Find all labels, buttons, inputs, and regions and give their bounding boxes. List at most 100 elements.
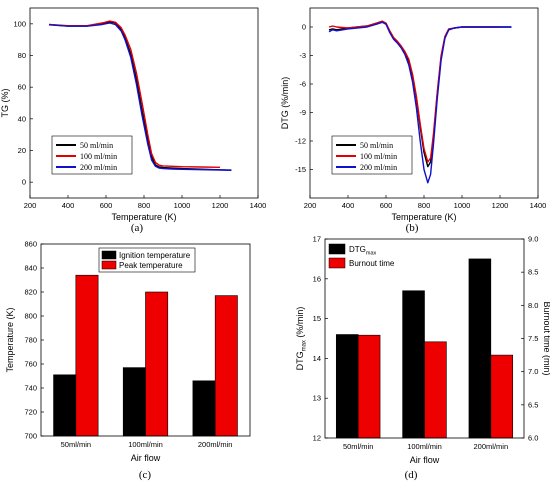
bar: [192, 380, 216, 437]
x-axis-label: Air flow: [131, 453, 161, 463]
legend-label-base: DTG: [349, 245, 366, 254]
legend-swatch: [101, 260, 117, 270]
bar: [490, 354, 514, 439]
panel-a: 200 400 600 800 1000 1200 1400 0 20 40 60 80 100 Temp…: [0, 19, 266, 234]
x-tick-label: 1000: [454, 201, 471, 210]
x-axis-label: Temperature (K): [111, 212, 176, 222]
bar: [424, 341, 447, 439]
legend-label: 100 ml/min: [360, 152, 397, 161]
legend-label: 50 ml/min: [360, 141, 393, 150]
y-tick-label: 0: [22, 178, 26, 187]
y-right-tick-label: 7.5: [528, 334, 538, 343]
series-line: [48, 20, 221, 168]
x-tick-label: 50ml/min: [61, 440, 91, 449]
y-tick-label: 860: [24, 240, 37, 249]
bar: [53, 374, 77, 437]
bar: [75, 274, 99, 437]
y-right-tick-label: 6.0: [528, 434, 538, 443]
x-tick-label: 400: [342, 201, 355, 210]
y-tick-label: -9: [299, 108, 306, 117]
y-tick-label: 20: [18, 146, 26, 155]
legend-label: DTGmax: [349, 245, 377, 257]
y-right-tick-label: 7.0: [528, 367, 538, 376]
y-axis-label: DTGmax (%/min): [295, 307, 308, 371]
y-tick-label: 720: [24, 408, 37, 417]
legend-swatch: [328, 243, 346, 255]
bar: [357, 334, 381, 439]
x-tick-label: 200ml/min: [198, 440, 233, 449]
y-right-tick-label: 6.5: [528, 400, 538, 409]
series-line: [48, 22, 232, 171]
x-tick-label: 200: [24, 201, 37, 210]
y-tick-label: 100: [13, 19, 26, 28]
y-axis-label: DTG (%/min): [280, 77, 290, 130]
y-right-axis-label: Burnout time (min): [542, 301, 550, 375]
y-tick-label: 17: [313, 235, 321, 244]
x-tick-label: 600: [380, 201, 393, 210]
plot-frame-a: [29, 7, 259, 199]
series-line: [48, 21, 232, 171]
bar: [214, 295, 238, 437]
x-tick-label: 50ml/min: [343, 442, 373, 451]
panel-label: (b): [406, 222, 419, 234]
x-tick-label: 400: [62, 201, 75, 210]
legend-label: 200 ml/min: [360, 163, 397, 172]
y-tick-label: 820: [24, 288, 37, 297]
panel-c: 700 720 740 760 780 800 820 840 860 50ml/min 100ml…: [5, 240, 238, 481]
y-right-tick-label: 9.0: [528, 235, 538, 244]
y-tick-label: -12: [295, 137, 306, 146]
y-tick-label: 840: [24, 264, 37, 273]
y-tick-label: 40: [18, 114, 26, 123]
x-tick-label: 1400: [530, 201, 547, 210]
x-tick-label: 1200: [492, 201, 509, 210]
legend-swatch: [101, 250, 117, 260]
y-tick-label: 15: [313, 314, 321, 323]
legend-label: Ignition temperature: [119, 251, 191, 260]
y-tick-label: 12: [313, 434, 321, 443]
y-tick-label: 13: [313, 394, 321, 403]
y-tick-label: 14: [313, 354, 321, 363]
plot-frame-c: [40, 243, 251, 437]
x-tick-label: 200ml/min: [474, 442, 509, 451]
plot-frame-d: [324, 238, 525, 439]
y-tick-label: 780: [24, 336, 37, 345]
legend-label-base: Burnout time: [349, 259, 395, 268]
y-right-tick-label: 8.5: [528, 268, 538, 277]
legend-label: Burnout time: [349, 259, 395, 268]
legend-label-sub: max: [366, 251, 377, 257]
y-axis-label-base: DTG: [295, 351, 305, 370]
x-tick-label: 800: [138, 201, 151, 210]
x-tick-label: 1400: [250, 201, 267, 210]
legend-label: 50 ml/min: [80, 141, 113, 150]
y-tick-label: 800: [24, 312, 37, 321]
y-tick-label: 700: [24, 432, 37, 441]
series-line: [328, 21, 512, 184]
x-tick-label: 100ml/min: [128, 440, 163, 449]
y-axis-label: TG (%): [0, 89, 10, 118]
bar: [402, 290, 425, 439]
plot-frame-b: [309, 7, 539, 199]
panel-d: 12 13 14 15 16 17 6.0 6.5 7.0 7.5 8.0 8.5 9.0 50ml/mi…: [295, 235, 550, 482]
y-axis-label-tail: (%/min): [295, 307, 305, 341]
x-tick-label: 100ml/min: [407, 442, 442, 451]
legend-label: Peak temperature: [119, 261, 183, 270]
y-right-tick-label: 8.0: [528, 301, 538, 310]
bar: [335, 334, 359, 439]
y-axis-label: Temperature (K): [5, 307, 15, 372]
x-axis-label: Temperature (K): [391, 212, 456, 222]
legend-label: 100 ml/min: [80, 152, 117, 161]
x-tick-label: 200: [304, 201, 317, 210]
panel-label: (d): [405, 469, 418, 481]
legend-swatch: [328, 257, 346, 269]
bar: [468, 258, 492, 439]
x-axis-label: Air flow: [410, 455, 440, 465]
panel-label: (c): [139, 469, 152, 481]
y-tick-label: 16: [313, 274, 321, 283]
x-tick-label: 1200: [212, 201, 229, 210]
y-tick-label: 760: [24, 360, 37, 369]
bar: [122, 367, 146, 437]
panel-label: (a): [131, 222, 144, 234]
y-axis-label-sub: max: [302, 340, 308, 351]
y-tick-label: 740: [24, 384, 37, 393]
